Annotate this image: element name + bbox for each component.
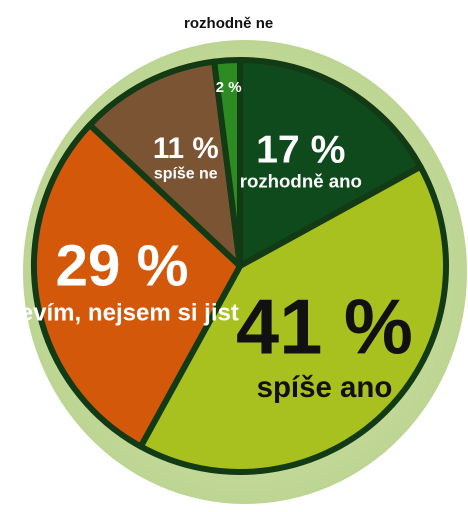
value-label: 17 % — [256, 128, 345, 171]
category-label: spíše ne — [154, 166, 218, 183]
pie-slice — [211, 57, 243, 269]
category-label: rozhodně ne — [184, 15, 273, 32]
value-label: 41 % — [236, 284, 413, 370]
value-label: 29 % — [55, 234, 188, 299]
category-label: spíše ano — [257, 371, 393, 404]
value-label: 2 % — [216, 79, 242, 96]
pie-slice — [86, 58, 243, 269]
value-label: 11 % — [153, 132, 219, 165]
pie-slice — [237, 57, 424, 269]
category-label: nevím, nejsem si jist — [5, 299, 239, 326]
pie-slice — [31, 121, 243, 450]
category-label: rozhodně ano — [240, 171, 362, 192]
pie-slice — [137, 163, 449, 475]
